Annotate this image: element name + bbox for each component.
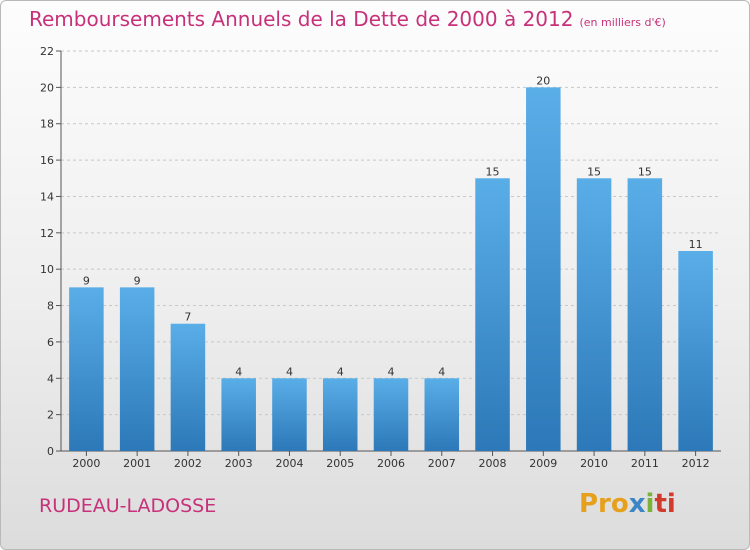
data-label: 4 (438, 365, 445, 378)
bar (526, 87, 561, 451)
bar (322, 378, 358, 451)
bar (69, 287, 104, 451)
data-label: 4 (388, 365, 395, 378)
x-tick-label: 2007 (428, 457, 456, 470)
bars (69, 87, 713, 452)
bar (119, 287, 155, 451)
y-tick-label: 14 (40, 190, 54, 203)
x-tick-label: 2009 (529, 457, 557, 470)
bar (627, 178, 663, 452)
bar (221, 378, 256, 451)
data-label: 15 (587, 165, 601, 178)
x-tick-label: 2000 (72, 457, 100, 470)
x-tick-label: 2002 (174, 457, 202, 470)
data-label: 4 (235, 365, 242, 378)
labels: 0 2 4 6 8 10 12 14 16 18 20 22 2000 9 2001 9 2002 7 2003 4 2… (40, 45, 710, 470)
y-tick-label: 18 (40, 118, 54, 131)
logo-part: i (645, 489, 655, 519)
chart-title-text: Remboursements Annuels de la Dette de 20… (29, 7, 574, 31)
x-tick-label: 2004 (275, 457, 303, 470)
y-tick-label: 4 (47, 372, 54, 385)
y-tick-label: 6 (47, 336, 54, 349)
chart-unit: (en milliers d'€) (579, 16, 666, 29)
x-tick-label: 2005 (326, 457, 354, 470)
data-label: 4 (286, 365, 293, 378)
logo-part: ti (654, 489, 676, 519)
data-label: 7 (184, 311, 191, 324)
x-tick-label: 2006 (377, 457, 405, 470)
bar (475, 178, 510, 452)
data-label: 20 (536, 74, 550, 87)
data-label: 11 (689, 238, 703, 251)
y-tick-label: 20 (40, 81, 54, 94)
bar (170, 323, 206, 451)
chart-title: Remboursements Annuels de la Dette de 20… (29, 7, 666, 31)
bar (576, 178, 612, 452)
bar (678, 251, 713, 451)
y-tick-label: 22 (40, 45, 54, 58)
x-tick-label: 2001 (123, 457, 151, 470)
data-label: 4 (337, 365, 344, 378)
logo-part: Pro (579, 489, 629, 519)
commune-name: RUDEAU-LADOSSE (39, 495, 217, 517)
y-tick-label: 16 (40, 154, 54, 167)
proxiti-logo: Proxiti (579, 489, 676, 519)
data-label: 9 (83, 274, 90, 287)
data-label: 9 (134, 274, 141, 287)
y-tick-label: 0 (47, 445, 54, 458)
x-tick-label: 2010 (580, 457, 608, 470)
logo-part: x (628, 489, 646, 519)
y-tick-label: 2 (47, 409, 54, 422)
x-tick-label: 2008 (479, 457, 507, 470)
bar (272, 378, 307, 451)
x-tick-label: 2011 (631, 457, 659, 470)
bar (424, 378, 460, 451)
x-tick-label: 2003 (225, 457, 253, 470)
data-label: 15 (486, 165, 500, 178)
data-label: 15 (638, 165, 652, 178)
x-tick-label: 2012 (682, 457, 710, 470)
y-tick-label: 8 (47, 300, 54, 313)
y-tick-label: 12 (40, 227, 54, 240)
y-tick-label: 10 (40, 263, 54, 276)
bar (373, 378, 409, 451)
grid-lines (61, 50, 721, 416)
